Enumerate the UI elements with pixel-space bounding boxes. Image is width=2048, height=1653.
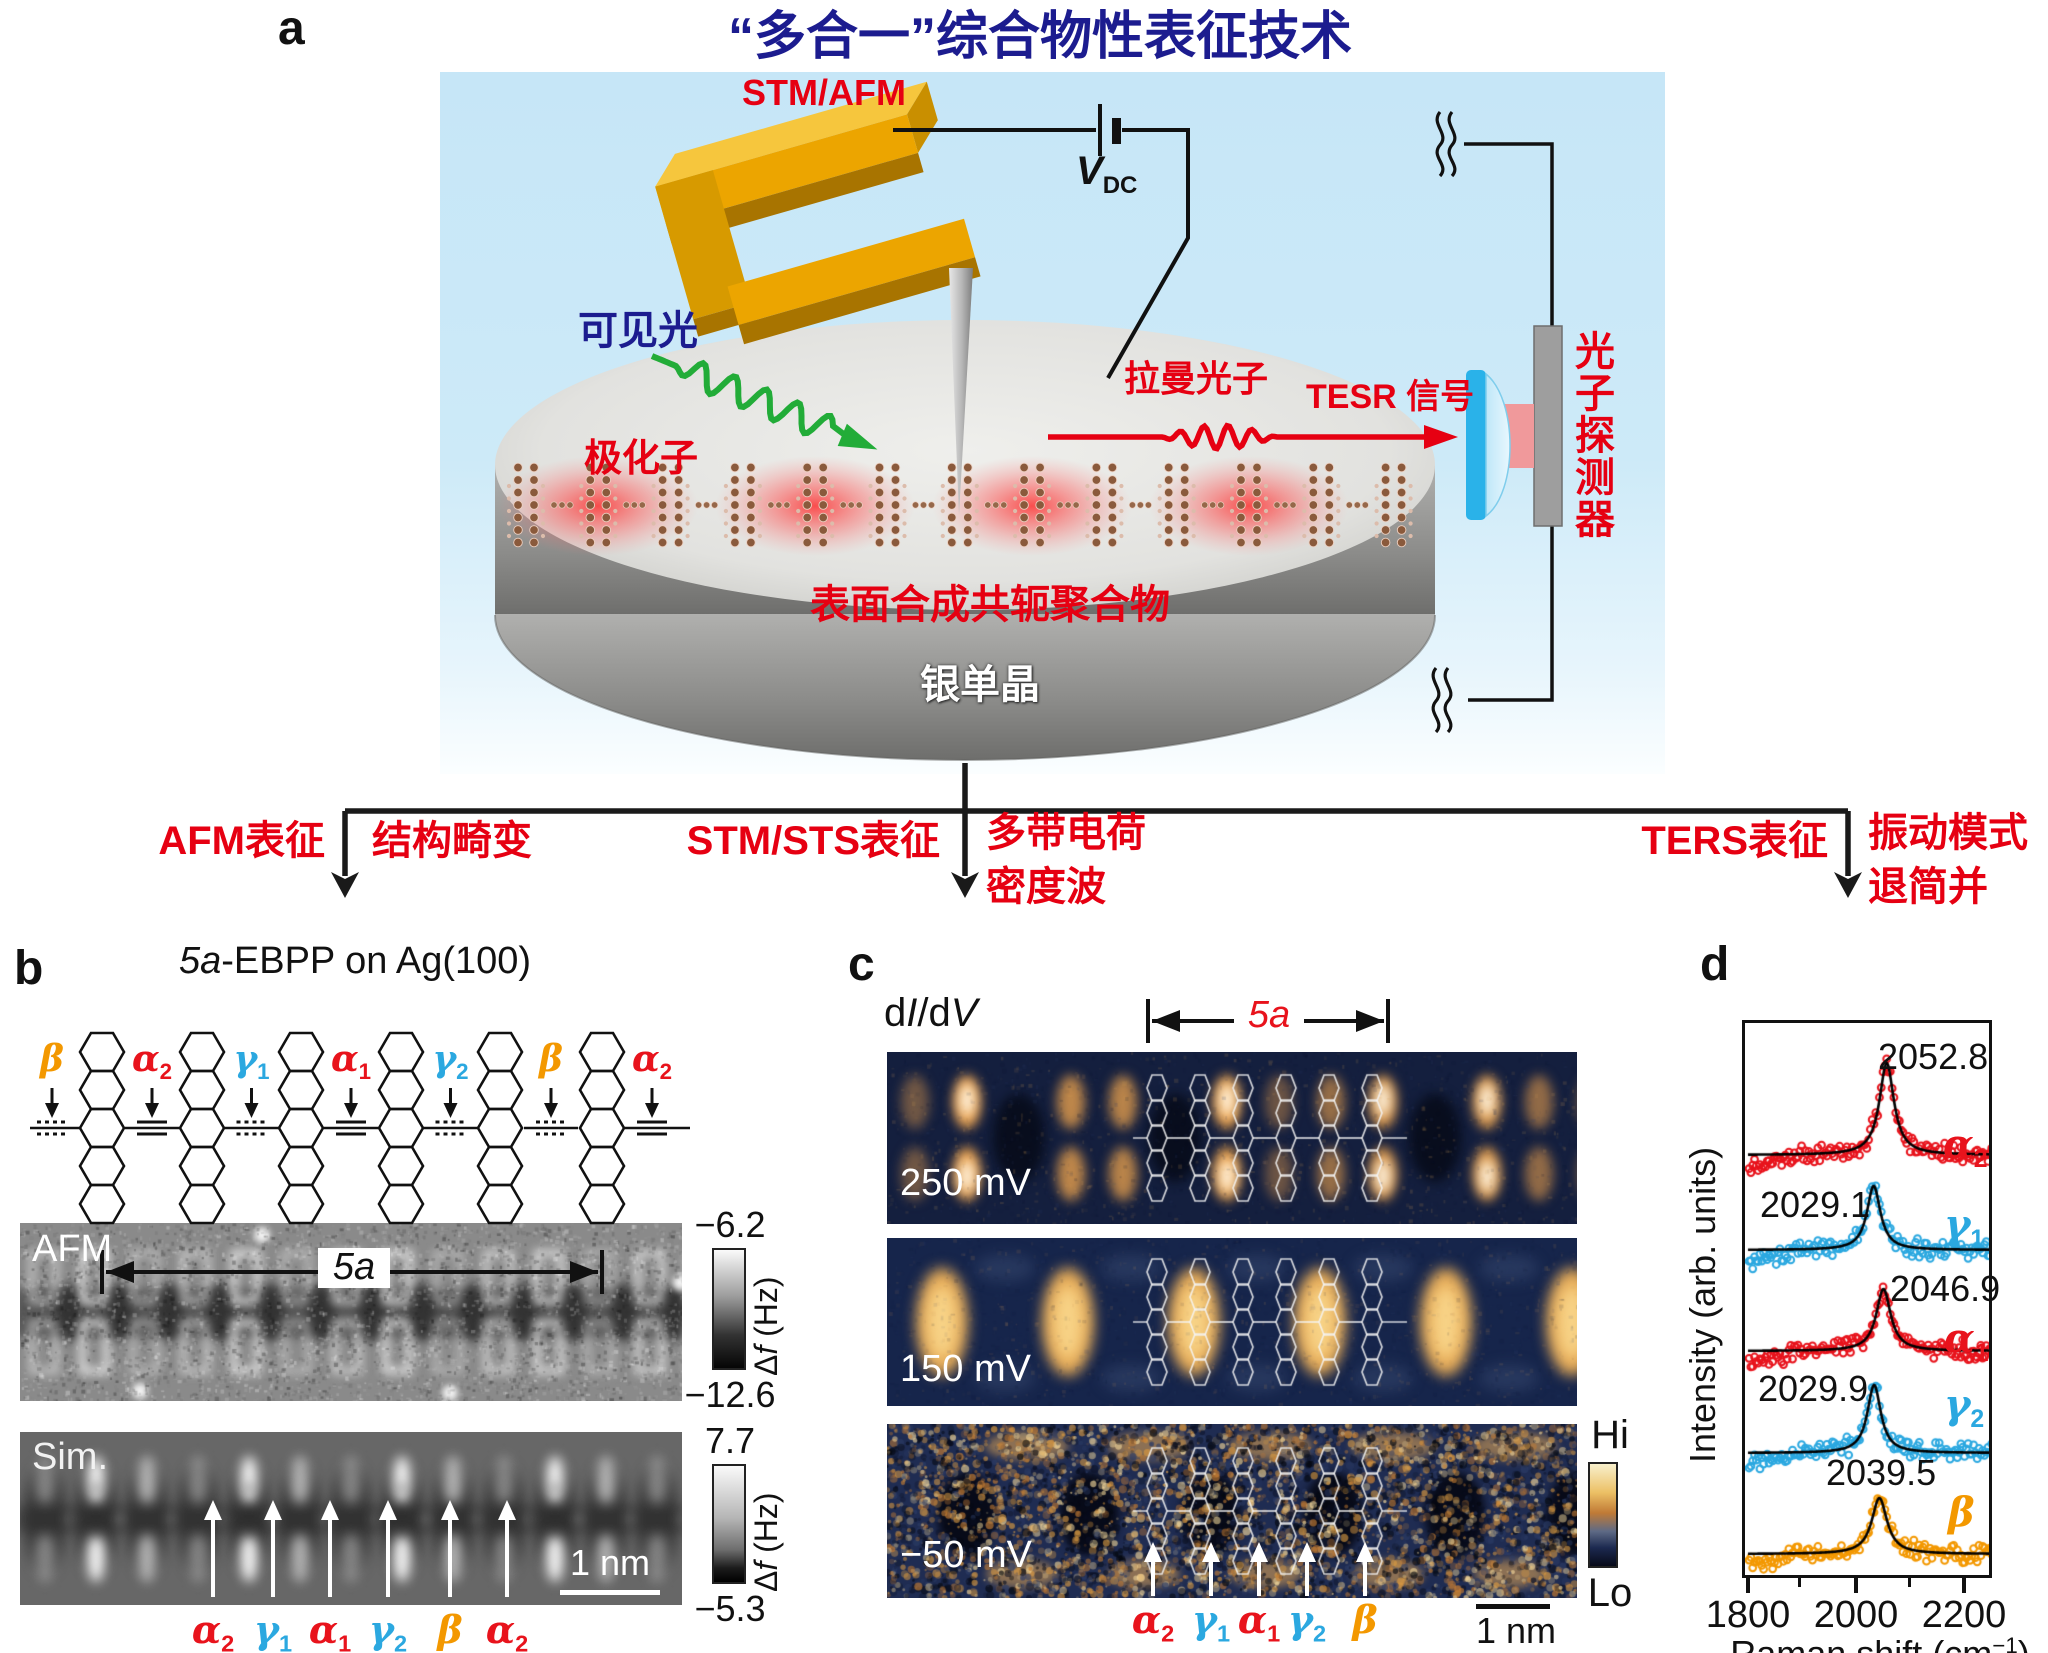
branch-result-0-0: 结构畸变 (372, 819, 532, 863)
bias-label-0: 250 mV (900, 1162, 1031, 1204)
didv-label: dI/dV (884, 991, 978, 1035)
sim-scalebar-line (560, 1590, 660, 1595)
sim-colorbar-axis: Δf (Hz) (748, 1492, 784, 1592)
panel-b-label: b (14, 942, 44, 995)
bond-label-6: α2 (631, 1038, 673, 1085)
sim-arrow-label-1: γ1 (253, 1607, 293, 1653)
c-arrow-label-3: γ2 (1287, 1597, 1327, 1647)
series-label-2: α1 (1944, 1315, 1989, 1367)
raman-xlabel: Raman shift (cm−1) (1730, 1633, 2030, 1653)
polymer-label: 表面合成共轭聚合物 (810, 583, 1170, 627)
c-arrow-label-4: β (1352, 1597, 1378, 1642)
raman-xtick-2 (1962, 1578, 1966, 1593)
raman-xtick-minor-1 (1908, 1578, 1912, 1587)
sim-scalebar-label: 1 nm (569, 1542, 651, 1583)
raman-spectra-plot (1745, 1023, 1989, 1575)
afm-colorbar (712, 1248, 746, 1370)
peak-label-1: 2029.1 (1760, 1184, 1871, 1225)
bond-label-1: α2 (131, 1038, 173, 1085)
panel-a-title: “多合一”综合物性表征技术 (727, 8, 1352, 66)
branch-result-2-1: 退简并 (1868, 865, 1988, 909)
visible-light-label: 可见光 (578, 309, 698, 353)
c-arrow-label-0: α2 (1131, 1597, 1175, 1647)
series-label-1: γ1 (1944, 1201, 1985, 1253)
b-span-label-text: 5a (332, 1246, 376, 1288)
didv-map-250mv (887, 1052, 1577, 1224)
raman-xtick-0 (1746, 1578, 1750, 1593)
bond-label-0: β (40, 1038, 64, 1080)
bond-label-5: β (539, 1038, 563, 1080)
b-span-label: 5a (318, 1246, 390, 1288)
series-label-4: β (1948, 1489, 1975, 1536)
raman-xtick-minor-0 (1798, 1578, 1802, 1587)
series-label-3: γ2 (1944, 1381, 1985, 1433)
raman-xtick-label-1: 2000 (1813, 1594, 1899, 1636)
panel-d-label: d (1700, 938, 1730, 991)
bias-label-1: 150 mV (900, 1348, 1031, 1390)
c-span-label-text: 5a (1247, 994, 1291, 1036)
stm-afm-label: STM/AFM (742, 72, 906, 113)
c-span-tick-right (1386, 999, 1390, 1043)
branch-result-1-1: 密度波 (986, 865, 1106, 909)
didv-scalebar-label: 1 nm (1475, 1610, 1557, 1651)
vdc-subscript: DC (1102, 172, 1138, 199)
branch-method-0: AFM表征 (158, 819, 325, 863)
silver-crystal-label: 银单晶 (920, 663, 1040, 707)
didv-colorbar (1588, 1462, 1618, 1568)
branch-method-2: TERS表征 (1641, 819, 1828, 863)
afm-colorbar-bottom: −12.6 (684, 1374, 776, 1415)
branch-result-2-0: 振动模式 (1868, 811, 2028, 855)
bond-label-4: γ2 (432, 1038, 469, 1085)
bond-label-3: α1 (330, 1038, 372, 1085)
peak-label-3: 2029.9 (1758, 1368, 1869, 1409)
panel-b-title-italic: 5a (178, 940, 222, 982)
c-arrow-label-2: α1 (1237, 1597, 1281, 1647)
panel-b-title-rest: -EBPP on Ag(100) (221, 940, 532, 982)
sim-arrow-label-3: γ2 (368, 1607, 408, 1653)
peak-label-2: 2046.9 (1890, 1268, 2001, 1309)
sim-colorbar-top: 7.7 (704, 1420, 756, 1461)
didv-colorbar-lo: Lo (1587, 1571, 1633, 1615)
raman-xtick-label-0: 1800 (1705, 1594, 1791, 1636)
series-label-0: α2 (1943, 1121, 1988, 1173)
didv-map-neg50mv (887, 1424, 1577, 1598)
c-span-tick-left (1146, 999, 1150, 1043)
sim-colorbar (712, 1464, 746, 1584)
sim-arrow-label-4: β (437, 1607, 463, 1652)
didv-colorbar-hi: Hi (1591, 1413, 1629, 1457)
raman-ylabel: Intensity (arb. units) (1682, 1146, 1723, 1464)
raman-xtick-1 (1854, 1578, 1858, 1593)
sim-arrow-label-5: α2 (485, 1607, 529, 1653)
photon-detector-label: 光子探测器 (1569, 330, 1613, 540)
vdc-label: VDC (1076, 150, 1137, 198)
panel-b-title: 5a-EBPP on Ag(100) (105, 940, 605, 982)
raman-xtick-label-2: 2200 (1921, 1594, 2007, 1636)
didv-scalebar-line (1476, 1604, 1550, 1609)
tesr-signal-label: TESR 信号 (1306, 378, 1475, 416)
afm-sim-image (20, 1432, 682, 1605)
sim-arrow-label-0: α2 (191, 1607, 235, 1653)
sim-arrow-label-2: α1 (308, 1607, 352, 1653)
branch-result-1-0: 多带电荷 (986, 811, 1146, 855)
afm-colorbar-top: −6.2 (694, 1204, 766, 1245)
polaron-label: 极化子 (584, 438, 699, 480)
peak-label-4: 2039.5 (1826, 1452, 1937, 1493)
afm-image-label: AFM (32, 1228, 113, 1270)
bond-label-2: γ1 (233, 1038, 270, 1085)
afm-colorbar-axis: Δf (Hz) (748, 1276, 784, 1376)
panel-a-label: a (278, 2, 305, 55)
panel-c-label: c (848, 938, 875, 991)
bias-label-2: −50 mV (900, 1534, 1033, 1576)
peak-label-0: 2052.8 (1878, 1036, 1989, 1077)
vdc-symbol: V (1076, 149, 1103, 193)
didv-map-150mv (887, 1238, 1577, 1406)
branch-method-1: STM/STS表征 (686, 819, 940, 863)
sim-colorbar-bottom: −5.3 (694, 1588, 766, 1629)
raman-photon-label: 拉曼光子 (1124, 358, 1269, 399)
c-span-label: 5a (1234, 994, 1304, 1036)
sim-image-label: Sim. (32, 1436, 108, 1478)
c-arrow-label-1: γ1 (1191, 1597, 1231, 1647)
